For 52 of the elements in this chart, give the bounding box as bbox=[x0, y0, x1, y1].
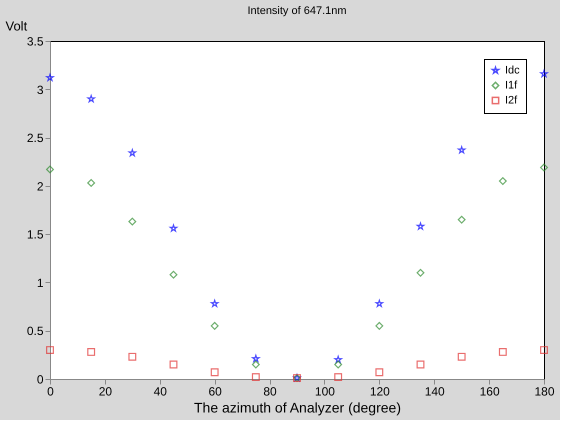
point bbox=[252, 360, 260, 368]
x-tick-label: 180 bbox=[534, 384, 555, 398]
y-tick-label: 2.5 bbox=[26, 131, 44, 146]
x-tick-label: 80 bbox=[263, 384, 278, 398]
point bbox=[334, 373, 342, 382]
point bbox=[540, 70, 548, 78]
y-axis-title: Volt bbox=[6, 18, 28, 34]
y-tick-label: 3.5 bbox=[26, 34, 44, 48]
x-tick-label: 160 bbox=[480, 384, 500, 398]
point bbox=[334, 360, 342, 368]
point bbox=[170, 224, 178, 232]
point bbox=[540, 164, 548, 172]
y-tick-label: 0 bbox=[36, 372, 44, 386]
y-tick-label: 3 bbox=[36, 82, 44, 97]
point bbox=[416, 222, 424, 230]
legend-label: I1f bbox=[505, 80, 518, 92]
point bbox=[416, 360, 424, 368]
point bbox=[46, 165, 54, 174]
point bbox=[210, 322, 219, 330]
point bbox=[128, 218, 136, 226]
x-tick-label: 120 bbox=[370, 384, 390, 398]
point bbox=[375, 368, 384, 376]
point bbox=[46, 346, 54, 354]
point bbox=[128, 352, 136, 361]
x-axis-title: The azimuth of Analyzer (degree) bbox=[194, 400, 401, 416]
point bbox=[458, 352, 466, 361]
x-tick-label: 60 bbox=[208, 384, 222, 398]
point bbox=[46, 74, 54, 82]
legend-label: Idc bbox=[505, 64, 520, 76]
point bbox=[170, 360, 178, 368]
point bbox=[87, 179, 96, 187]
point bbox=[458, 216, 466, 224]
point bbox=[540, 346, 548, 354]
point bbox=[170, 270, 178, 279]
y-tick-label: 0.5 bbox=[26, 324, 44, 338]
point bbox=[416, 268, 424, 277]
legend-label: I2f bbox=[505, 94, 518, 106]
x-tick-label: 20 bbox=[98, 384, 112, 398]
y-tick-label: 2 bbox=[36, 179, 44, 194]
chart-title: Intensity of 647.1nm bbox=[247, 5, 347, 17]
point bbox=[210, 368, 219, 376]
y-tick-label: 1.5 bbox=[26, 228, 44, 242]
x-tick-label: 40 bbox=[154, 384, 168, 398]
point bbox=[498, 177, 507, 185]
point bbox=[252, 373, 260, 382]
point bbox=[498, 348, 507, 356]
y-tick-label: 1 bbox=[36, 276, 44, 290]
point bbox=[375, 322, 384, 330]
x-tick-label: 100 bbox=[314, 384, 336, 398]
x-tick-label: 0 bbox=[47, 384, 54, 398]
point bbox=[87, 348, 96, 356]
x-tick-label: 140 bbox=[424, 384, 446, 398]
